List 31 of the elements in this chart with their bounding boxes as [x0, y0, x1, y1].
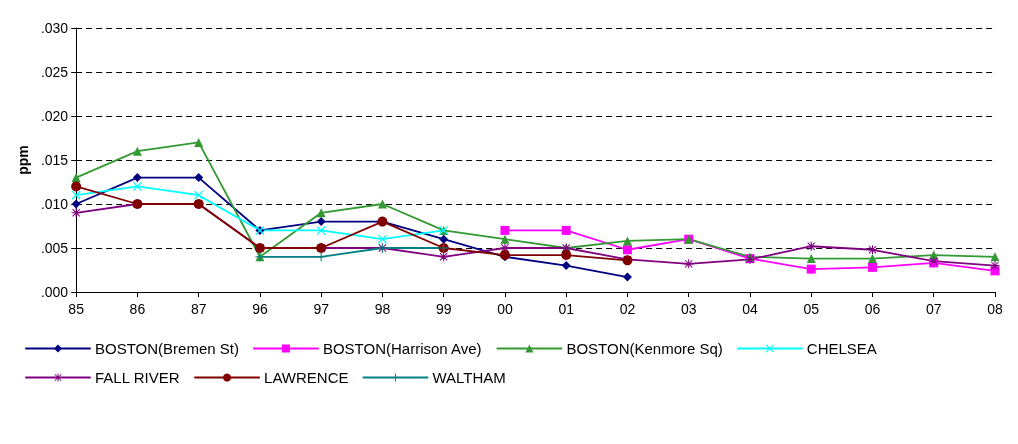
legend-label: LAWRENCE	[264, 369, 349, 386]
legend-label: CHELSEA	[806, 340, 877, 357]
x-tick-label: 08	[987, 301, 1003, 317]
y-tick-label: .025	[40, 64, 69, 80]
x-tick-label: 86	[129, 301, 146, 317]
x-tick-label: 97	[313, 301, 330, 317]
y-tick-label: .010	[40, 196, 69, 212]
x-tick-label: 98	[374, 301, 391, 317]
y-tick-label: .015	[40, 152, 69, 168]
x-tick-label: 04	[742, 301, 758, 317]
x-tick-label: 07	[925, 301, 942, 317]
y-tick-label: .005	[40, 240, 69, 256]
x-tick-label: 06	[864, 301, 881, 317]
legend-label: BOSTON(Kenmore Sq)	[566, 340, 723, 357]
y-axis-title: ppm	[15, 145, 31, 175]
legend-label: WALTHAM	[432, 369, 506, 386]
x-tick-label: 01	[558, 301, 575, 317]
x-tick-label: 99	[435, 301, 452, 317]
y-tick-label: .020	[40, 108, 69, 124]
x-tick-label: 87	[190, 301, 207, 317]
y-tick-label: .030	[40, 20, 69, 36]
legend-label: BOSTON(Bremen St)	[95, 340, 239, 357]
x-tick-label: 05	[803, 301, 820, 317]
y-tick-label: .000	[40, 284, 69, 300]
x-tick-label: 85	[68, 301, 85, 317]
legend-label: BOSTON(Harrison Ave)	[322, 340, 482, 357]
x-tick-label: 96	[252, 301, 268, 317]
x-tick-label: 02	[619, 301, 636, 317]
x-tick-label: 03	[680, 301, 697, 317]
x-tick-label: 00	[497, 301, 513, 317]
legend-label: FALL RIVER	[95, 369, 180, 386]
